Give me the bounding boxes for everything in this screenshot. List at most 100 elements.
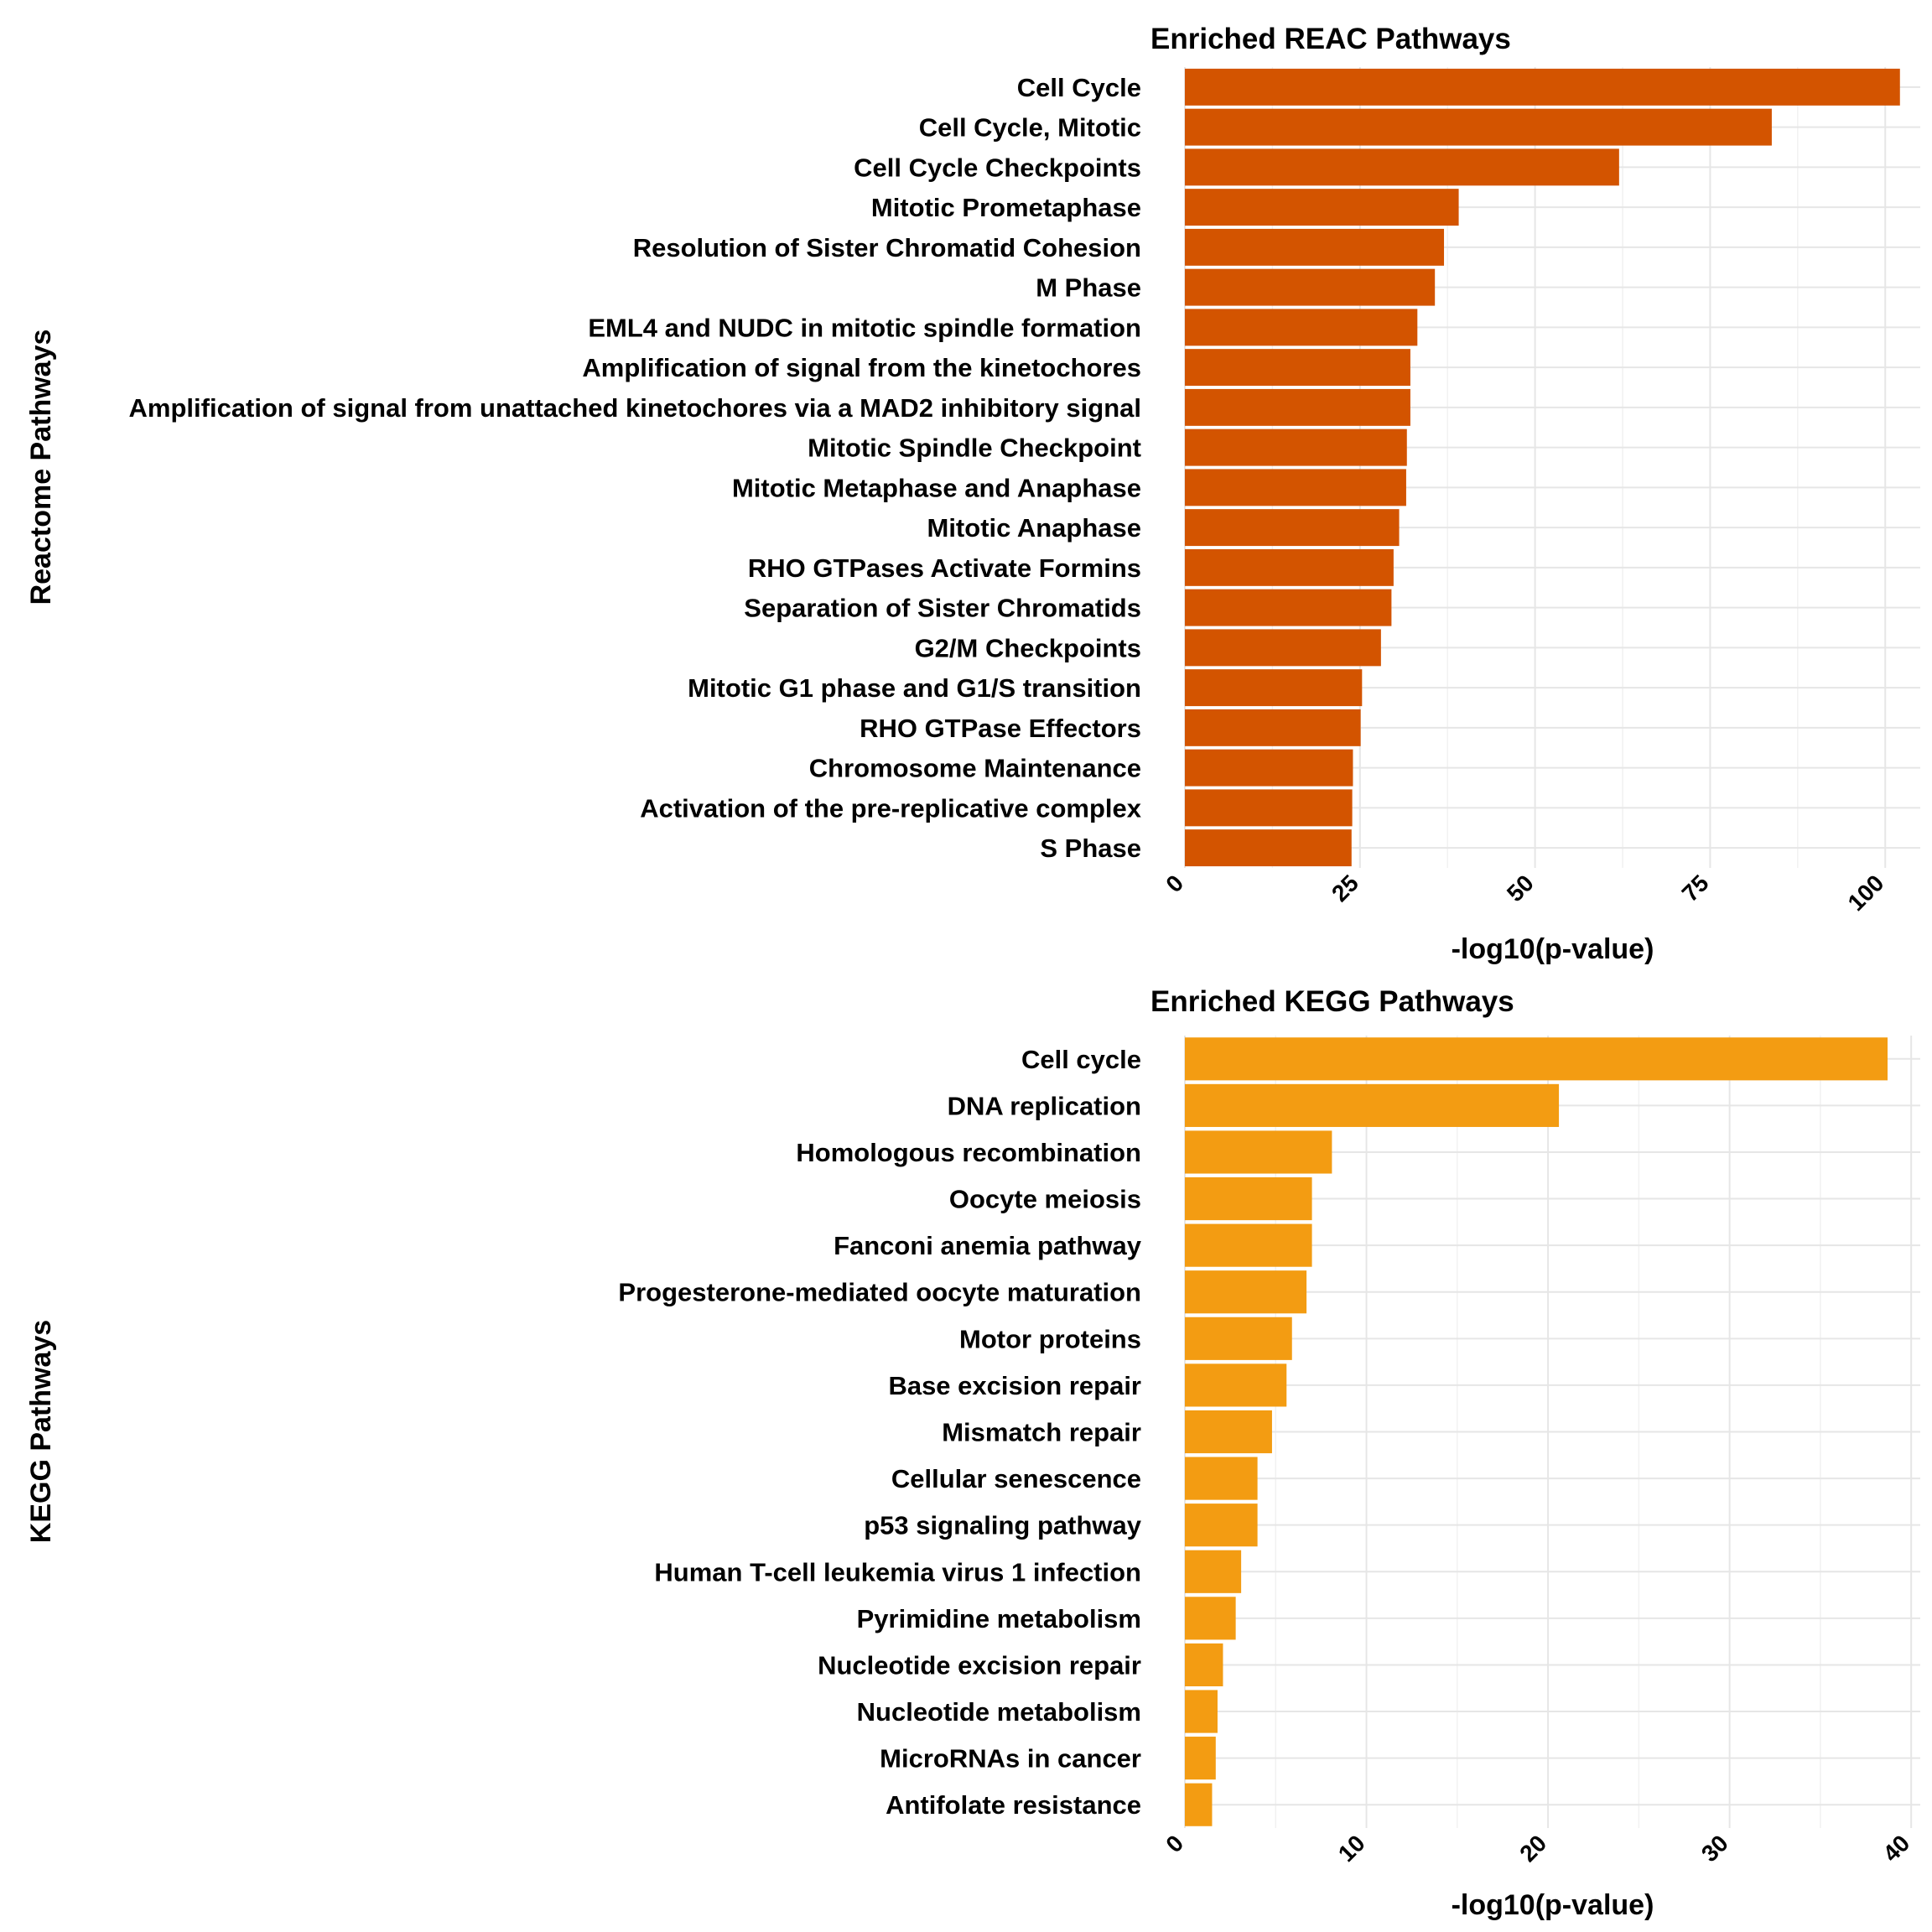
reac-category-label: S Phase (1040, 834, 1141, 863)
reac-bar (1185, 68, 1900, 106)
kegg-bar (1185, 1643, 1223, 1687)
kegg-category-labels: Cell cycle DNA replication Homologous reco… (618, 1045, 1141, 1820)
kegg-bar (1185, 1363, 1287, 1407)
reactome-panel: Cell Cycle Cell Cycle, Mitotic Cell Cycle … (25, 23, 1920, 965)
kegg-category-label: Cell cycle (1021, 1045, 1141, 1074)
kegg-category-label: Mismatch repair (942, 1418, 1141, 1447)
kegg-category-label: Antifolate resistance (886, 1790, 1141, 1820)
kegg-x-tick-label: 40 (1877, 1830, 1914, 1867)
kegg-category-label: Base excision repair (888, 1371, 1141, 1400)
reac-x-tick-label: 50 (1502, 870, 1539, 906)
reac-category-label: Amplification of signal from the kinetoc… (582, 353, 1141, 382)
reac-x-axis-title: -log10(p-value) (1452, 933, 1654, 965)
kegg-x-tick-label: 20 (1514, 1830, 1551, 1867)
reac-category-labels: Cell Cycle Cell Cycle, Mitotic Cell Cycle … (129, 73, 1142, 863)
reac-category-label: Cell Cycle (1017, 73, 1141, 102)
kegg-category-label: Nucleotide excision repair (818, 1650, 1141, 1680)
kegg-category-label: Homologous recombination (796, 1138, 1141, 1167)
kegg-bar (1185, 1130, 1332, 1174)
reac-bar (1185, 469, 1406, 506)
kegg-bar (1185, 1690, 1218, 1733)
kegg-bar (1185, 1737, 1216, 1780)
reac-category-label: Cell Cycle, Mitotic (919, 113, 1141, 143)
kegg-bar (1185, 1037, 1888, 1081)
reac-bar (1185, 548, 1394, 586)
reac-bar (1185, 428, 1407, 466)
reac-category-label: RHO GTPases Activate Formins (748, 553, 1141, 583)
kegg-bar (1185, 1410, 1272, 1454)
kegg-category-label: Human T-cell leukemia virus 1 infection (654, 1557, 1141, 1587)
kegg-category-label: Oocyte meiosis (949, 1185, 1141, 1214)
reac-x-tick-labels: 0 25 50 75 100 (1161, 870, 1888, 916)
kegg-x-axis-title: -log10(p-value) (1452, 1889, 1654, 1921)
kegg-bars (1185, 1037, 1888, 1826)
reac-bar (1185, 309, 1418, 346)
reac-category-label: Mitotic Spindle Checkpoint (808, 434, 1141, 463)
reac-bar (1185, 829, 1352, 867)
reac-category-label: RHO GTPase Effectors (860, 714, 1141, 743)
kegg-x-tick-label: 10 (1333, 1830, 1370, 1867)
reac-category-label: Mitotic Prometaphase (871, 193, 1141, 222)
reac-category-label: G2/M Checkpoints (915, 633, 1141, 662)
kegg-bar (1185, 1083, 1560, 1127)
kegg-category-label: Cellular senescence (891, 1464, 1141, 1493)
reac-category-label: Mitotic G1 phase and G1/S transition (688, 673, 1141, 703)
reac-bars (1185, 68, 1900, 867)
kegg-category-label: p53 signaling pathway (864, 1511, 1141, 1540)
reac-gridlines (1184, 67, 1920, 868)
reac-bar (1185, 749, 1353, 787)
kegg-bar (1185, 1317, 1292, 1360)
kegg-bar (1185, 1223, 1312, 1267)
reac-category-label: Cell Cycle Checkpoints (854, 153, 1141, 182)
kegg-bar (1185, 1176, 1312, 1221)
reac-bar (1185, 789, 1353, 827)
reac-category-label: M Phase (1036, 273, 1141, 303)
reac-x-tick-label: 75 (1677, 870, 1714, 906)
reac-bar (1185, 189, 1459, 226)
reac-bar (1185, 148, 1619, 186)
reac-y-axis-title: Reactome Pathways (25, 330, 57, 605)
reac-bar (1185, 589, 1392, 626)
reac-x-tick-label: 100 (1843, 870, 1889, 916)
reac-bar (1185, 108, 1772, 146)
kegg-category-label: Progesterone-mediated oocyte maturation (618, 1278, 1141, 1307)
kegg-category-label: Fanconi anemia pathway (834, 1231, 1142, 1260)
kegg-category-label: Pyrimidine metabolism (857, 1604, 1141, 1633)
reac-bar (1185, 629, 1381, 667)
reac-category-label: Chromosome Maintenance (809, 754, 1141, 783)
kegg-chart-title: Enriched KEGG Pathways (1150, 985, 1514, 1018)
kegg-category-label: Motor proteins (959, 1324, 1141, 1353)
reac-category-label: Amplification of signal from unattached … (129, 393, 1141, 423)
reac-category-label: Separation of Sister Chromatids (744, 594, 1141, 623)
kegg-x-tick-labels: 0 10 20 30 40 (1161, 1830, 1914, 1867)
kegg-y-axis-title: KEGG Pathways (25, 1320, 57, 1543)
kegg-category-label: DNA replication (948, 1091, 1141, 1120)
kegg-bar (1185, 1597, 1236, 1640)
reac-category-label: Mitotic Metaphase and Anaphase (732, 473, 1141, 502)
kegg-bar (1185, 1550, 1242, 1593)
reac-bar (1185, 509, 1400, 547)
reac-bar (1185, 268, 1436, 306)
kegg-category-label: MicroRNAs in cancer (880, 1744, 1141, 1774)
reac-bar (1185, 709, 1361, 746)
kegg-bar (1185, 1783, 1213, 1826)
reac-chart-title: Enriched REAC Pathways (1150, 23, 1511, 55)
kegg-bar (1185, 1457, 1258, 1500)
reac-bar (1185, 228, 1445, 266)
reac-category-label: Mitotic Anaphase (927, 513, 1142, 543)
kegg-bar (1185, 1504, 1258, 1547)
reac-bar (1185, 388, 1410, 426)
kegg-x-tick-label: 30 (1696, 1830, 1733, 1867)
reac-x-tick-label: 0 (1161, 870, 1188, 897)
reac-category-label: Activation of the pre-replicative comple… (640, 793, 1142, 823)
kegg-bar (1185, 1270, 1307, 1314)
kegg-category-label: Nucleotide metabolism (857, 1697, 1141, 1727)
kegg-panel: Cell cycle DNA replication Homologous reco… (25, 985, 1920, 1921)
reac-bar (1185, 349, 1410, 387)
reac-x-tick-label: 25 (1327, 870, 1363, 906)
reac-category-label: Resolution of Sister Chromatid Cohesion (633, 233, 1141, 262)
kegg-x-tick-label: 0 (1161, 1830, 1188, 1857)
reac-category-label: EML4 and NUDC in mitotic spindle formati… (588, 313, 1141, 342)
